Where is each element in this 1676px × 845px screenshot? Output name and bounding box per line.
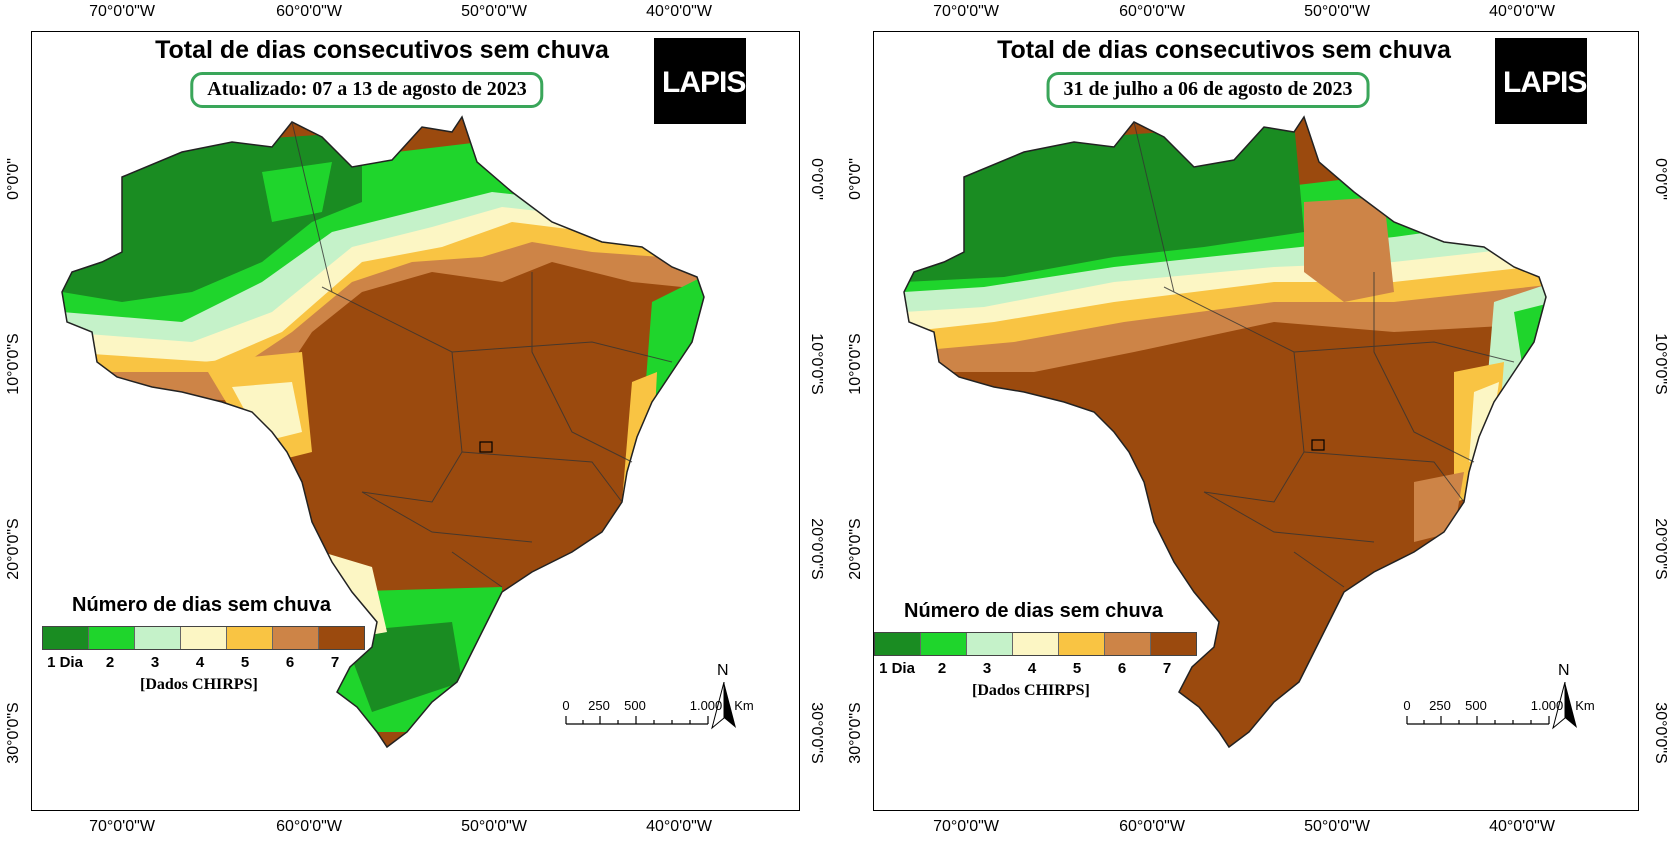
lon-label-top: 50°0'0"W — [461, 3, 527, 20]
lon-label-bottom: 50°0'0"W — [1304, 818, 1370, 835]
legend-source: [Dados CHIRPS] — [972, 682, 1090, 699]
lat-label-left: 10°0'0"S — [847, 333, 864, 395]
lon-label-bottom: 60°0'0"W — [276, 818, 342, 835]
lat-label-left: 0°0'0" — [847, 158, 864, 200]
legend-swatch-3 — [967, 633, 1013, 655]
legend-swatch-7 — [1151, 633, 1196, 655]
legend-label: 4 — [1027, 660, 1037, 677]
legend-label: 5 — [1072, 660, 1082, 677]
lon-label-top: 50°0'0"W — [1304, 3, 1370, 20]
legend-swatch-6 — [273, 627, 319, 649]
logo-text: LAPIS — [1503, 66, 1587, 99]
brazil-map — [903, 115, 1547, 749]
map-panel-right: Total de dias consecutivos sem chuva 31 … — [838, 0, 1676, 845]
legend-label: 3 — [150, 654, 160, 671]
legend-label: 1 Dia — [47, 654, 83, 671]
north-label: N — [1558, 662, 1570, 679]
scale-label: 250 — [1429, 698, 1451, 713]
lon-label-top: 60°0'0"W — [276, 3, 342, 20]
legend-swatch-4 — [1013, 633, 1059, 655]
date-label: Atualizado: 07 a 13 de agosto de 2023 — [190, 72, 544, 108]
legend-swatch-7 — [319, 627, 364, 649]
legend-color-bar — [42, 626, 365, 650]
map-title: Total de dias consecutivos sem chuva — [155, 36, 609, 64]
legend-title: Número de dias sem chuva — [72, 594, 331, 616]
legend-label: 5 — [240, 654, 250, 671]
lat-label-right: 10°0'0"S — [808, 333, 825, 395]
legend-label: 3 — [982, 660, 992, 677]
legend-swatch-2 — [921, 633, 967, 655]
lon-label-bottom: 50°0'0"W — [461, 818, 527, 835]
lapis-logo: LAPIS — [1495, 38, 1587, 124]
legend-label: 4 — [195, 654, 205, 671]
lon-label-bottom: 40°0'0"W — [1489, 818, 1555, 835]
legend-label: 6 — [285, 654, 295, 671]
scale-label: 0 — [562, 698, 570, 713]
legend-label: 2 — [105, 654, 115, 671]
scale-label: 1.000 — [689, 698, 723, 713]
legend-swatch-2 — [89, 627, 135, 649]
legend-label: 7 — [1162, 660, 1172, 677]
lon-label-top: 40°0'0"W — [646, 3, 712, 20]
lat-label-right: 10°0'0"S — [1652, 333, 1669, 395]
lat-label-left: 10°0'0"S — [5, 333, 22, 395]
legend-label: 6 — [1117, 660, 1127, 677]
lon-label-bottom: 40°0'0"W — [646, 818, 712, 835]
lat-label-left: 20°0'0"S — [5, 518, 22, 580]
lapis-logo: LAPIS — [654, 38, 746, 124]
scale-label: 500 — [624, 698, 646, 713]
north-arrow-icon — [711, 682, 736, 730]
legend-color-bar — [874, 632, 1197, 656]
lon-label-top: 40°0'0"W — [1489, 3, 1555, 20]
legend-source: [Dados CHIRPS] — [140, 676, 258, 693]
legend-swatch-5 — [227, 627, 273, 649]
scale-label: 500 — [1465, 698, 1487, 713]
lat-label-left: 30°0'0"S — [5, 702, 22, 764]
lat-label-right: 30°0'0"S — [1652, 702, 1669, 764]
scale-label: 0 — [1403, 698, 1411, 713]
north-label: N — [717, 662, 729, 679]
date-label: 31 de julho a 06 de agosto de 2023 — [1046, 72, 1370, 108]
north-arrow-icon — [1552, 682, 1577, 730]
legend-label: 1 Dia — [879, 660, 915, 677]
legend-swatch-3 — [135, 627, 181, 649]
lon-label-bottom: 60°0'0"W — [1119, 818, 1185, 835]
brazil-map — [61, 115, 705, 749]
lat-label-left: 0°0'0" — [5, 158, 22, 200]
lat-label-right: 20°0'0"S — [808, 518, 825, 580]
legend-swatch-1 — [875, 633, 921, 655]
lat-label-right: 0°0'0" — [1652, 158, 1669, 200]
scale-unit: Km — [1575, 698, 1595, 713]
legend-swatch-4 — [181, 627, 227, 649]
lat-label-right: 20°0'0"S — [1652, 518, 1669, 580]
lon-label-top: 70°0'0"W — [933, 3, 999, 20]
legend-title: Número de dias sem chuva — [904, 600, 1163, 622]
lon-label-bottom: 70°0'0"W — [933, 818, 999, 835]
scale-label: 1.000 — [1530, 698, 1564, 713]
legend-label: 2 — [937, 660, 947, 677]
map-frame: Total de dias consecutivos sem chuva Atu… — [31, 31, 800, 811]
legend-swatch-1 — [43, 627, 89, 649]
logo-text: LAPIS — [662, 66, 746, 99]
legend-label: 7 — [330, 654, 340, 671]
lat-label-right: 30°0'0"S — [808, 702, 825, 764]
legend-swatch-5 — [1059, 633, 1105, 655]
lon-label-bottom: 70°0'0"W — [89, 818, 155, 835]
map-panel-left: Total de dias consecutivos sem chuva Atu… — [5, 3, 825, 835]
scale-bar — [565, 716, 709, 725]
lon-label-top: 60°0'0"W — [1119, 3, 1185, 20]
scale-unit: Km — [734, 698, 754, 713]
lon-label-top: 70°0'0"W — [89, 3, 155, 20]
lat-label-right: 0°0'0" — [808, 158, 825, 200]
map-frame: Total de dias consecutivos sem chuva 31 … — [873, 31, 1639, 811]
scale-label: 250 — [588, 698, 610, 713]
lat-label-left: 20°0'0"S — [847, 518, 864, 580]
legend-swatch-6 — [1105, 633, 1151, 655]
map-title: Total de dias consecutivos sem chuva — [997, 36, 1451, 64]
scale-bar — [1406, 716, 1550, 725]
lat-label-left: 30°0'0"S — [847, 702, 864, 764]
